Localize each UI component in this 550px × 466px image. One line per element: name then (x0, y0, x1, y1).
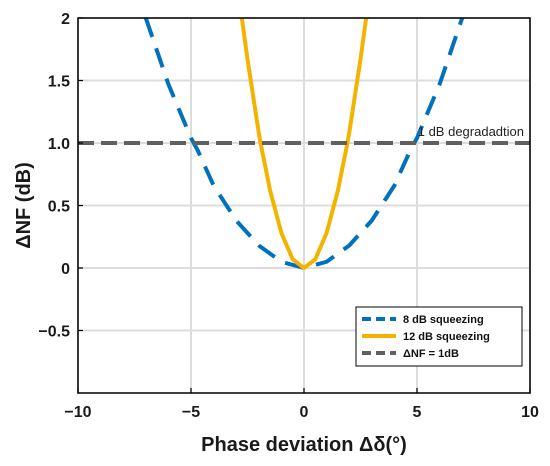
x-tick-label: 10 (521, 404, 539, 421)
threshold-annotation: 1 dB degradadtion (418, 124, 524, 139)
legend-label: 8 dB squeezing (403, 314, 484, 326)
ticks: −10 −5 0 5 10 −0.5 0 0.5 1.0 1.5 2 (38, 11, 539, 421)
x-tick-label: −5 (182, 404, 200, 421)
x-tick-label: 5 (413, 404, 422, 421)
y-tick-label: 1.0 (48, 136, 70, 153)
y-axis-label: ΔNF (dB) (13, 162, 35, 249)
x-axis-label: Phase deviation Δδ(°) (201, 434, 407, 456)
x-tick-label: −10 (64, 404, 91, 421)
plot-area (78, 17, 530, 270)
legend-label: 12 dB squeezing (403, 331, 490, 343)
y-tick-label: −0.5 (38, 324, 70, 341)
x-tick-label: 0 (300, 404, 309, 421)
y-tick-label: 2 (61, 11, 70, 28)
y-tick-label: 0 (61, 261, 70, 278)
legend: 8 dB squeezing 12 dB squeezing ΔNF = 1dB (355, 306, 523, 367)
legend-label: ΔNF = 1dB (403, 348, 459, 360)
y-tick-label: 0.5 (48, 199, 70, 216)
series-line-2 (239, 17, 369, 270)
y-tick-label: 1.5 (48, 74, 70, 91)
